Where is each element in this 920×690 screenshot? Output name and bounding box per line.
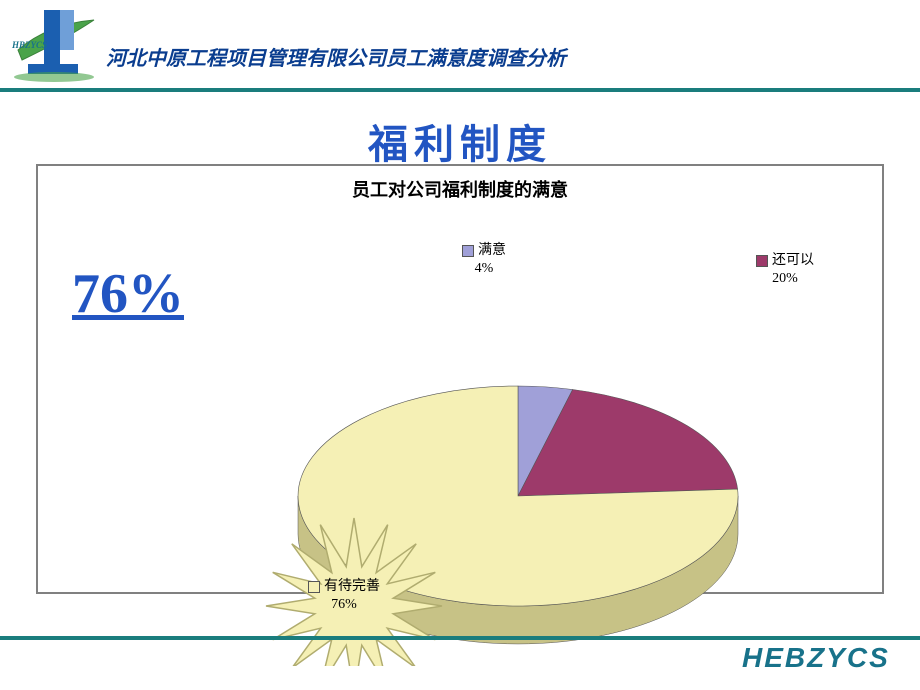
pie-chart	[38, 166, 886, 666]
header-title: 河北中原工程项目管理有限公司员工满意度调查分析	[106, 42, 566, 71]
legend-满意: 满意4%	[462, 242, 506, 278]
legend-有待完善: 有待完善76%	[308, 578, 380, 614]
company-logo-icon: HBZYCS	[8, 4, 104, 86]
chart-container: 员工对公司福利制度的满意 76% 满意4%还可以20%有待完善76%	[36, 164, 884, 594]
footer-brand: HEBZYCS	[742, 642, 890, 674]
svg-text:HBZYCS: HBZYCS	[11, 40, 47, 50]
slide-title: 福利制度	[0, 112, 920, 170]
slide: HBZYCS 河北中原工程项目管理有限公司员工满意度调查分析 福利制度 员工对公…	[0, 0, 920, 690]
legend-还可以: 还可以20%	[756, 252, 814, 288]
footer-divider	[0, 636, 920, 640]
header-divider	[0, 88, 920, 92]
